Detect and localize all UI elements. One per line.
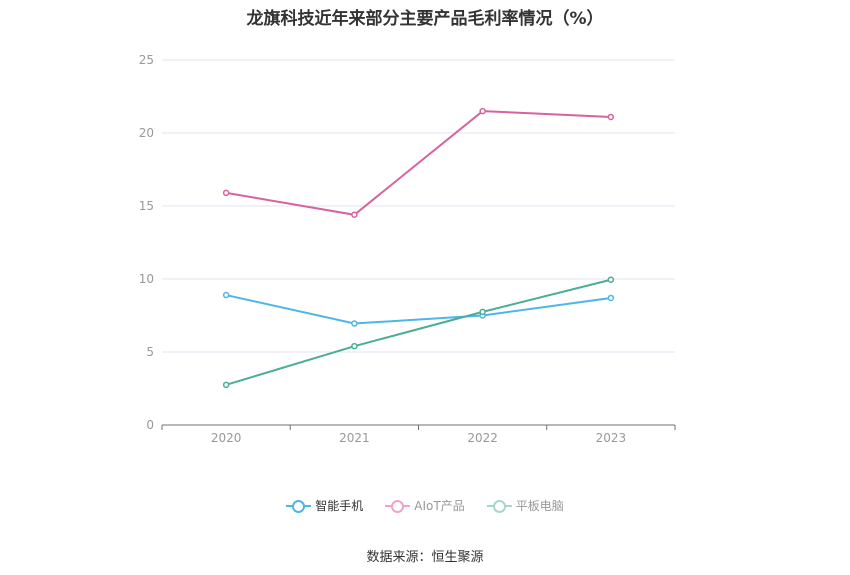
data-point: [222, 189, 230, 197]
data-point: [351, 342, 358, 350]
data-point: [222, 381, 230, 389]
data-point: [607, 294, 615, 302]
x-tick-label: 2023: [596, 431, 627, 445]
data-point: [479, 107, 486, 115]
x-tick-label: 2021: [339, 431, 370, 445]
y-tick-label: 5: [146, 345, 154, 359]
y-tick-label: 10: [139, 272, 154, 286]
legend-marker-icon: [286, 499, 312, 513]
legend-marker-icon: [385, 499, 411, 513]
y-tick-label: 0: [146, 418, 154, 432]
data-point: [351, 320, 358, 327]
y-tick-label: 20: [139, 126, 154, 140]
series-line: [225, 294, 612, 325]
y-tick-label: 15: [139, 199, 154, 213]
gridlines: [162, 59, 675, 353]
data-point: [607, 276, 615, 283]
data-point: [607, 113, 615, 121]
data-point: [479, 308, 486, 316]
chart-title: 龙旗科技近年来部分主要产品毛利率情况（%）: [246, 9, 604, 29]
legend-label: 平板电脑: [515, 499, 564, 513]
x-tick-label: 2022: [467, 431, 498, 445]
legend-marker-icon: [486, 499, 512, 513]
legend-label: 智能手机: [315, 499, 364, 513]
y-tick-label: 25: [139, 53, 154, 67]
legend: 智能手机 AIoT产品 平板电脑: [0, 497, 850, 514]
data-point: [222, 291, 230, 299]
data-points: [222, 107, 615, 389]
legend-item-aiot[interactable]: AIoT产品: [385, 497, 465, 514]
data-point: [351, 211, 358, 219]
axes: 0 5 10 15 20 25 2020 2021 2022 2023: [139, 53, 676, 445]
series-lines: [225, 110, 612, 386]
legend-label: AIoT产品: [414, 499, 465, 513]
legend-item-smartphone[interactable]: 智能手机: [286, 497, 363, 514]
source-note: 数据来源：恒生聚源: [366, 550, 484, 565]
x-tick-label: 2020: [211, 431, 242, 445]
series-line: [225, 278, 612, 386]
series-line: [225, 110, 611, 216]
legend-item-tablet[interactable]: 平板电脑: [486, 497, 564, 514]
